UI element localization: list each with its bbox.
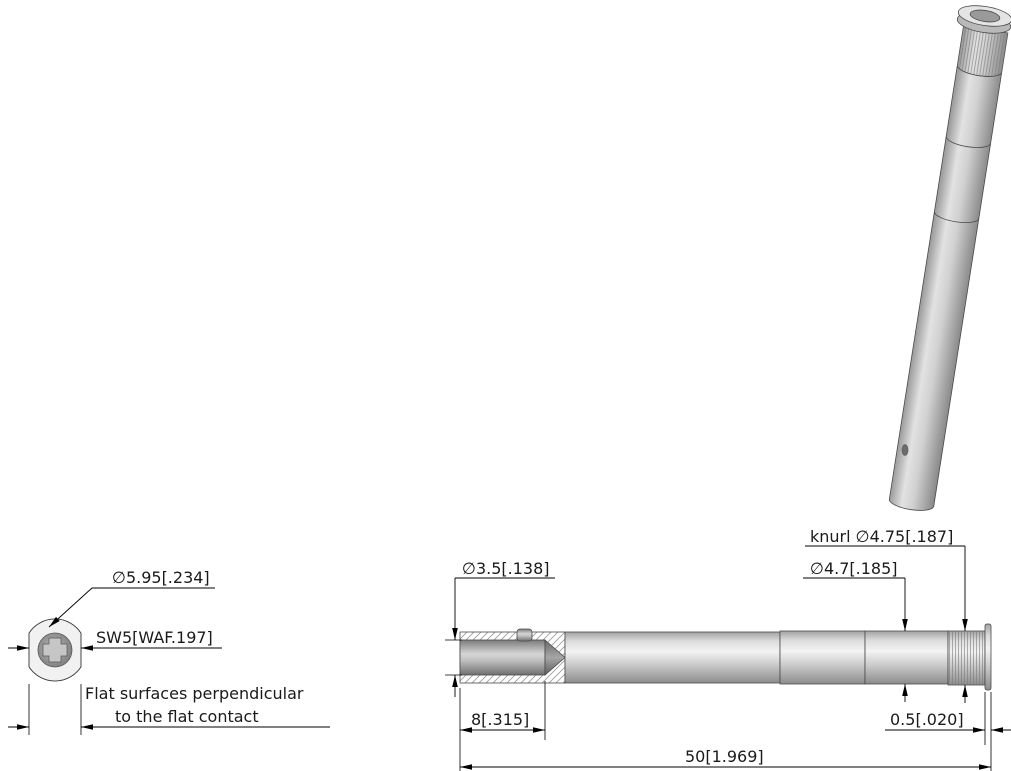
shaft-segment (564, 631, 781, 684)
isometric-view (888, 5, 1011, 511)
shaft-diameter-label: ∅4.7[.185] (810, 559, 898, 578)
bore (459, 639, 546, 676)
segment-edge (933, 211, 980, 224)
outer-diameter-label: ∅5.95[.234] (112, 568, 210, 587)
note-line-2: to the flat contact (115, 707, 259, 726)
side-view (459, 623, 992, 691)
end-view (28, 618, 82, 682)
knurl-texture (957, 26, 1008, 77)
bore-diameter-label: ∅3.5[.138] (462, 559, 550, 578)
knurl-diameter-label: knurl ∅4.75[.187] (810, 527, 953, 546)
flange-hole (969, 9, 1001, 23)
bore-depth-label: 8[.315] (471, 710, 529, 729)
bore-cone-tip (544, 639, 566, 676)
flange (984, 623, 992, 691)
knurl-texture (948, 631, 985, 685)
cross-slot (42, 637, 68, 663)
shaft-segment (779, 630, 866, 685)
flange-thickness-label: 0.5[.020] (890, 710, 964, 729)
overall-length-label: 50[1.969] (685, 747, 764, 766)
pin-body (888, 65, 1003, 511)
shaft-segment (864, 630, 949, 685)
side-view-dimensions: ∅3.5[.138] ∅4.7[.185] knurl ∅4.75[.187] … (445, 527, 1011, 771)
leader-line (48, 587, 215, 628)
across-flats-label: SW5[WAF.197] (96, 628, 213, 647)
segment-edge (945, 136, 991, 148)
end-view-dimensions: ∅5.95[.234] SW5[WAF.197] Flat surfaces p… (8, 568, 330, 735)
cross-hole (901, 444, 909, 456)
note-line-1: Flat surfaces perpendicular (85, 684, 304, 703)
cross-hole (516, 628, 533, 642)
